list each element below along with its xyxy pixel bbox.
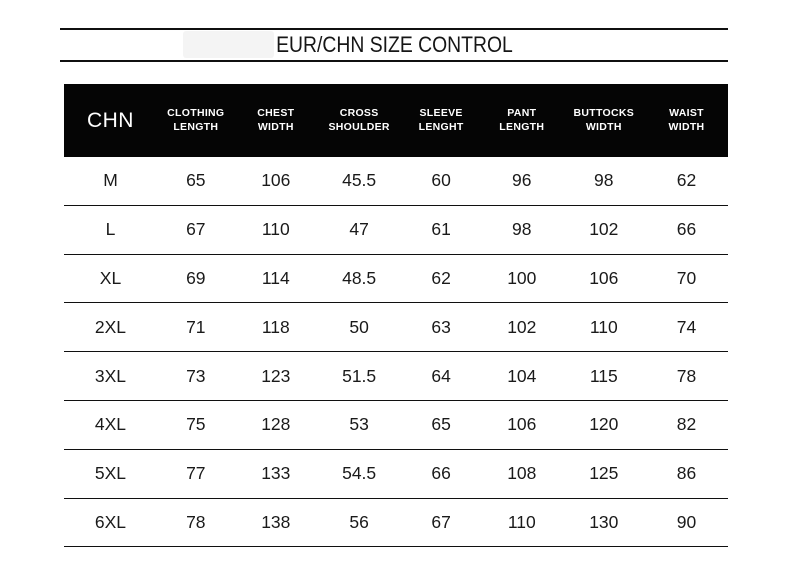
header-cell-clothing-length: CLOTHING LENGTH (167, 106, 225, 133)
value-cell: 77 (156, 449, 235, 499)
size-cell: L (64, 205, 157, 255)
header-cell-waist-width: WAIST WIDTH (668, 106, 705, 133)
value-cell: 90 (644, 498, 728, 548)
value-cell: 102 (480, 302, 563, 353)
value-cell: 123 (234, 351, 317, 401)
value-cell: 128 (234, 400, 317, 450)
size-table-body: M 65 106 45.5 60 96 98 62 L 67 110 47 61 98 102 66 XL 69 1… (64, 157, 728, 548)
value-cell: 67 (156, 205, 235, 255)
page-title: EUR/CHN SIZE CONTROL (275, 32, 513, 57)
value-cell: 78 (644, 351, 728, 401)
value-cell: 64 (401, 351, 481, 401)
value-cell: 73 (156, 351, 235, 401)
size-table: CHN CLOTHING LENGTH CHEST WIDTH CROSS SH… (64, 84, 728, 548)
value-cell: 74 (644, 302, 728, 353)
value-cell: 100 (480, 254, 563, 304)
value-cell: 69 (156, 254, 235, 304)
value-cell: 138 (234, 498, 317, 548)
value-cell: 118 (234, 302, 317, 353)
size-cell: XL (64, 254, 157, 304)
size-cell: 3XL (64, 351, 157, 401)
header-row: CHN CLOTHING LENGTH CHEST WIDTH CROSS SH… (64, 84, 728, 157)
size-cell: 5XL (64, 449, 157, 499)
header-cell-chest-width: CHEST WIDTH (257, 106, 295, 133)
value-cell: 104 (480, 351, 563, 401)
value-cell: 78 (156, 498, 235, 548)
value-cell: 51.5 (316, 351, 402, 401)
watermark-smudge (183, 31, 274, 58)
value-cell: 65 (401, 400, 481, 450)
value-cell: 66 (401, 449, 481, 499)
title-top-rule (60, 28, 728, 30)
value-cell: 62 (644, 157, 728, 206)
value-cell: 102 (562, 205, 645, 255)
header-cell-buttocks-width: BUTTOCKS WIDTH (573, 106, 635, 133)
table-row: 3XL 73 123 51.5 64 104 115 78 (64, 351, 728, 401)
table-row: 5XL 77 133 54.5 66 108 125 86 (64, 449, 728, 499)
value-cell: 60 (401, 157, 481, 206)
value-cell: 50 (316, 302, 402, 353)
value-cell: 98 (480, 205, 563, 255)
value-cell: 110 (234, 205, 317, 255)
table-row: M 65 106 45.5 60 96 98 62 (64, 157, 728, 206)
title-bottom-rule (60, 60, 728, 62)
header-cell-cross-shoulder: CROSS SHOULDER (328, 106, 390, 133)
value-cell: 114 (234, 254, 317, 304)
size-table-header: CHN CLOTHING LENGTH CHEST WIDTH CROSS SH… (64, 84, 728, 157)
value-cell: 75 (156, 400, 235, 450)
table-row: 4XL 75 128 53 65 106 120 82 (64, 400, 728, 450)
table-row: 6XL 78 138 56 67 110 130 90 (64, 498, 728, 548)
title-band: EUR/CHN SIZE CONTROL (60, 32, 728, 58)
value-cell: 110 (562, 302, 645, 353)
header-cell-pant-length: PANT LENGTH (499, 106, 545, 133)
value-cell: 66 (644, 205, 728, 255)
value-cell: 133 (234, 449, 317, 499)
size-cell: M (64, 157, 157, 206)
value-cell: 70 (644, 254, 728, 304)
table-row: XL 69 114 48.5 62 100 106 70 (64, 254, 728, 304)
value-cell: 98 (562, 157, 645, 206)
header-cell-chn: CHN (86, 108, 134, 132)
table-row: L 67 110 47 61 98 102 66 (64, 205, 728, 255)
value-cell: 45.5 (316, 157, 402, 206)
value-cell: 71 (156, 302, 235, 353)
value-cell: 106 (480, 400, 563, 450)
value-cell: 130 (562, 498, 645, 548)
value-cell: 63 (401, 302, 481, 353)
value-cell: 125 (562, 449, 645, 499)
value-cell: 62 (401, 254, 481, 304)
size-cell: 6XL (64, 498, 157, 548)
value-cell: 48.5 (316, 254, 402, 304)
value-cell: 53 (316, 400, 402, 450)
value-cell: 65 (156, 157, 235, 206)
value-cell: 106 (562, 254, 645, 304)
value-cell: 54.5 (316, 449, 402, 499)
value-cell: 120 (562, 400, 645, 450)
value-cell: 115 (562, 351, 645, 401)
value-cell: 61 (401, 205, 481, 255)
header-cell-sleeve-lenght: SLEEVE LENGHT (418, 106, 464, 133)
value-cell: 96 (480, 157, 563, 206)
size-cell: 2XL (64, 302, 157, 353)
size-cell: 4XL (64, 400, 157, 450)
value-cell: 67 (401, 498, 481, 548)
value-cell: 56 (316, 498, 402, 548)
value-cell: 86 (644, 449, 728, 499)
value-cell: 47 (316, 205, 402, 255)
value-cell: 106 (234, 157, 317, 206)
value-cell: 110 (480, 498, 563, 548)
value-cell: 108 (480, 449, 563, 499)
value-cell: 82 (644, 400, 728, 450)
table-row: 2XL 71 118 50 63 102 110 74 (64, 302, 728, 353)
